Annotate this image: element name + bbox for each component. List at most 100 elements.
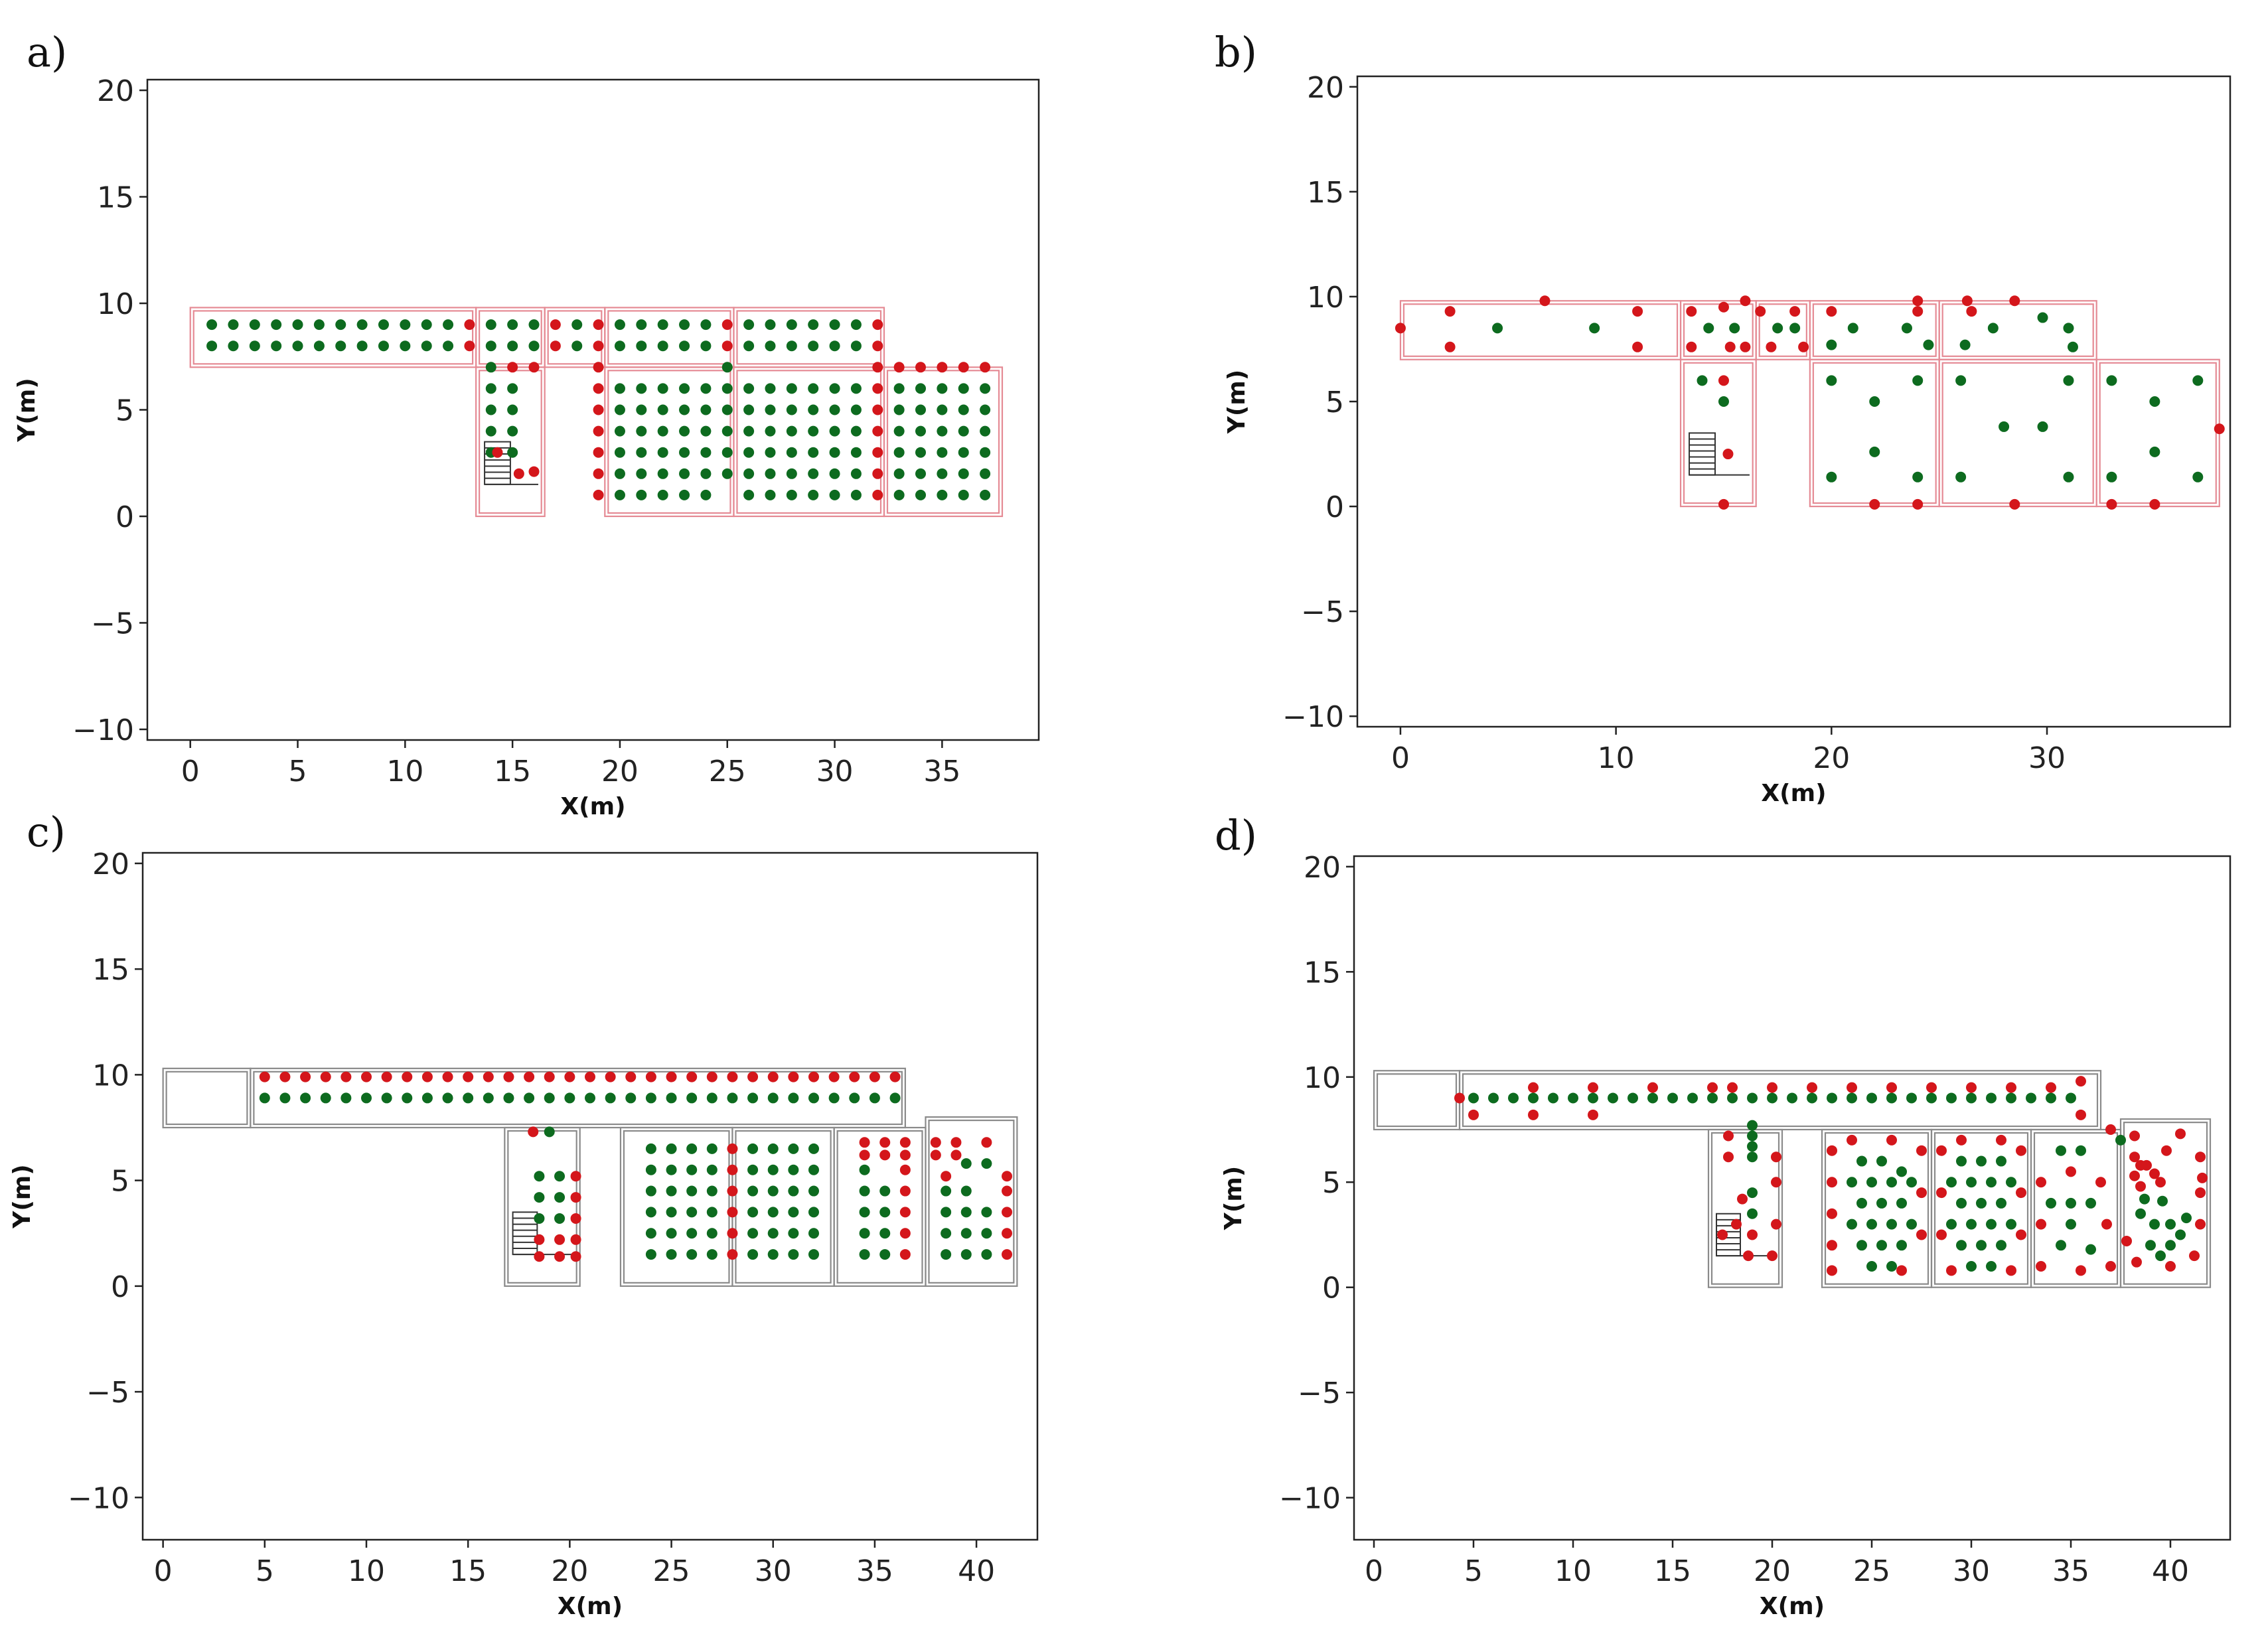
- interior-point: [765, 404, 776, 415]
- boundary-point: [1936, 1229, 1947, 1240]
- interior-point: [1847, 323, 1858, 334]
- interior-point: [915, 489, 927, 500]
- interior-point: [808, 425, 819, 437]
- interior-point: [849, 1092, 860, 1104]
- interior-point: [859, 1164, 870, 1175]
- interior-point: [2063, 471, 2074, 482]
- interior-point: [614, 447, 625, 458]
- x-tick-label: 0: [1365, 1554, 1383, 1588]
- interior-point: [829, 404, 840, 415]
- interior-point: [614, 319, 625, 331]
- interior-point: [743, 447, 755, 458]
- interior-point: [808, 1228, 819, 1239]
- interior-point: [765, 489, 776, 500]
- interior-point: [645, 1164, 656, 1175]
- boundary-point: [1743, 1250, 1754, 1262]
- interior-point: [808, 383, 819, 394]
- y-tick-label: 10: [1307, 281, 1344, 315]
- plot-frame: [141, 852, 1039, 1541]
- interior-point: [1946, 1219, 1957, 1230]
- interior-point: [2085, 1244, 2096, 1255]
- interior-point: [893, 383, 905, 394]
- boundary-point: [1966, 1082, 1977, 1093]
- x-tick-label: 25: [1853, 1554, 1890, 1588]
- x-tick-label: 0: [1391, 741, 1410, 775]
- boundary-point: [1847, 1082, 1857, 1093]
- y-tick-label: 20: [1304, 851, 1341, 885]
- interior-point: [941, 1228, 952, 1239]
- boundary-point: [958, 362, 969, 373]
- boundary-point: [899, 1149, 911, 1161]
- boundary-point: [899, 1207, 911, 1218]
- interior-point: [1807, 1092, 1817, 1104]
- boundary-point: [1827, 1208, 1837, 1219]
- plot-frame: [146, 78, 1040, 741]
- boundary-point: [593, 468, 604, 479]
- interior-point: [721, 362, 733, 373]
- boundary-point: [1886, 1134, 1897, 1146]
- plot-frame: [1353, 855, 2231, 1541]
- boundary-point: [899, 1185, 911, 1197]
- interior-point: [743, 468, 755, 479]
- boundary-point: [899, 1228, 911, 1239]
- interior-point: [443, 340, 454, 352]
- room-wall-inner: [1824, 1132, 1929, 1285]
- interior-point: [1886, 1219, 1897, 1230]
- interior-point: [666, 1228, 677, 1239]
- interior-point: [657, 468, 668, 479]
- interior-point: [686, 1092, 698, 1104]
- interior-point: [2056, 1240, 2066, 1251]
- interior-point: [206, 340, 218, 352]
- boundary-point: [2141, 1159, 2152, 1171]
- boundary-point: [279, 1071, 291, 1082]
- boundary-point: [1528, 1082, 1539, 1093]
- interior-point: [850, 383, 862, 394]
- interior-point: [808, 404, 819, 415]
- interior-point: [960, 1207, 972, 1218]
- interior-point: [1667, 1092, 1678, 1104]
- interior-point: [1886, 1261, 1897, 1272]
- interior-point: [1986, 1177, 1997, 1188]
- interior-point: [1996, 1155, 2006, 1167]
- interior-point: [958, 489, 969, 500]
- boundary-point: [625, 1071, 637, 1082]
- interior-point: [1747, 1187, 1758, 1199]
- room-wall: [733, 307, 885, 368]
- y-tick-label: 5: [1325, 386, 1344, 419]
- boundary-point: [1946, 1265, 1957, 1276]
- boundary-point: [1755, 306, 1766, 317]
- y-tick-label: −10: [72, 713, 134, 747]
- room-wall-inner: [1812, 303, 1937, 357]
- boundary-point: [1789, 306, 1801, 317]
- y-tick-label: −10: [1282, 700, 1344, 734]
- interior-point: [645, 1207, 656, 1218]
- boundary-point: [1724, 341, 1736, 352]
- interior-point: [2192, 471, 2204, 482]
- interior-point: [743, 319, 755, 331]
- boundary-point: [1771, 1219, 1781, 1230]
- interior-point: [850, 468, 862, 479]
- panel-a: a) 0 5 10 15 20 25 30 35 −10 −5 0 5 10 15 20 X(m) Y(m): [13, 28, 1040, 820]
- boundary-point: [930, 1149, 941, 1161]
- interior-point: [679, 404, 690, 415]
- interior-point: [1847, 1177, 1857, 1188]
- interior-point: [1747, 1130, 1758, 1142]
- interior-point: [879, 1249, 891, 1260]
- interior-point: [679, 340, 690, 352]
- interior-point: [544, 1092, 555, 1104]
- interior-point: [335, 319, 346, 331]
- interior-point: [666, 1092, 677, 1104]
- boundary-point: [507, 362, 518, 373]
- room-wall-inner: [1933, 1132, 2029, 1285]
- x-axis-label: X(m): [1760, 1593, 1825, 1620]
- room-wall-inner: [607, 370, 731, 514]
- interior-point: [1956, 1240, 1967, 1251]
- x-tick-label: 30: [1953, 1554, 1990, 1588]
- boundary-point: [2101, 1219, 2112, 1230]
- interior-point: [679, 489, 690, 500]
- boundary-point: [1740, 341, 1751, 352]
- interior-point: [850, 425, 862, 437]
- interior-point: [636, 319, 647, 331]
- y-tick-label: 15: [1307, 176, 1344, 210]
